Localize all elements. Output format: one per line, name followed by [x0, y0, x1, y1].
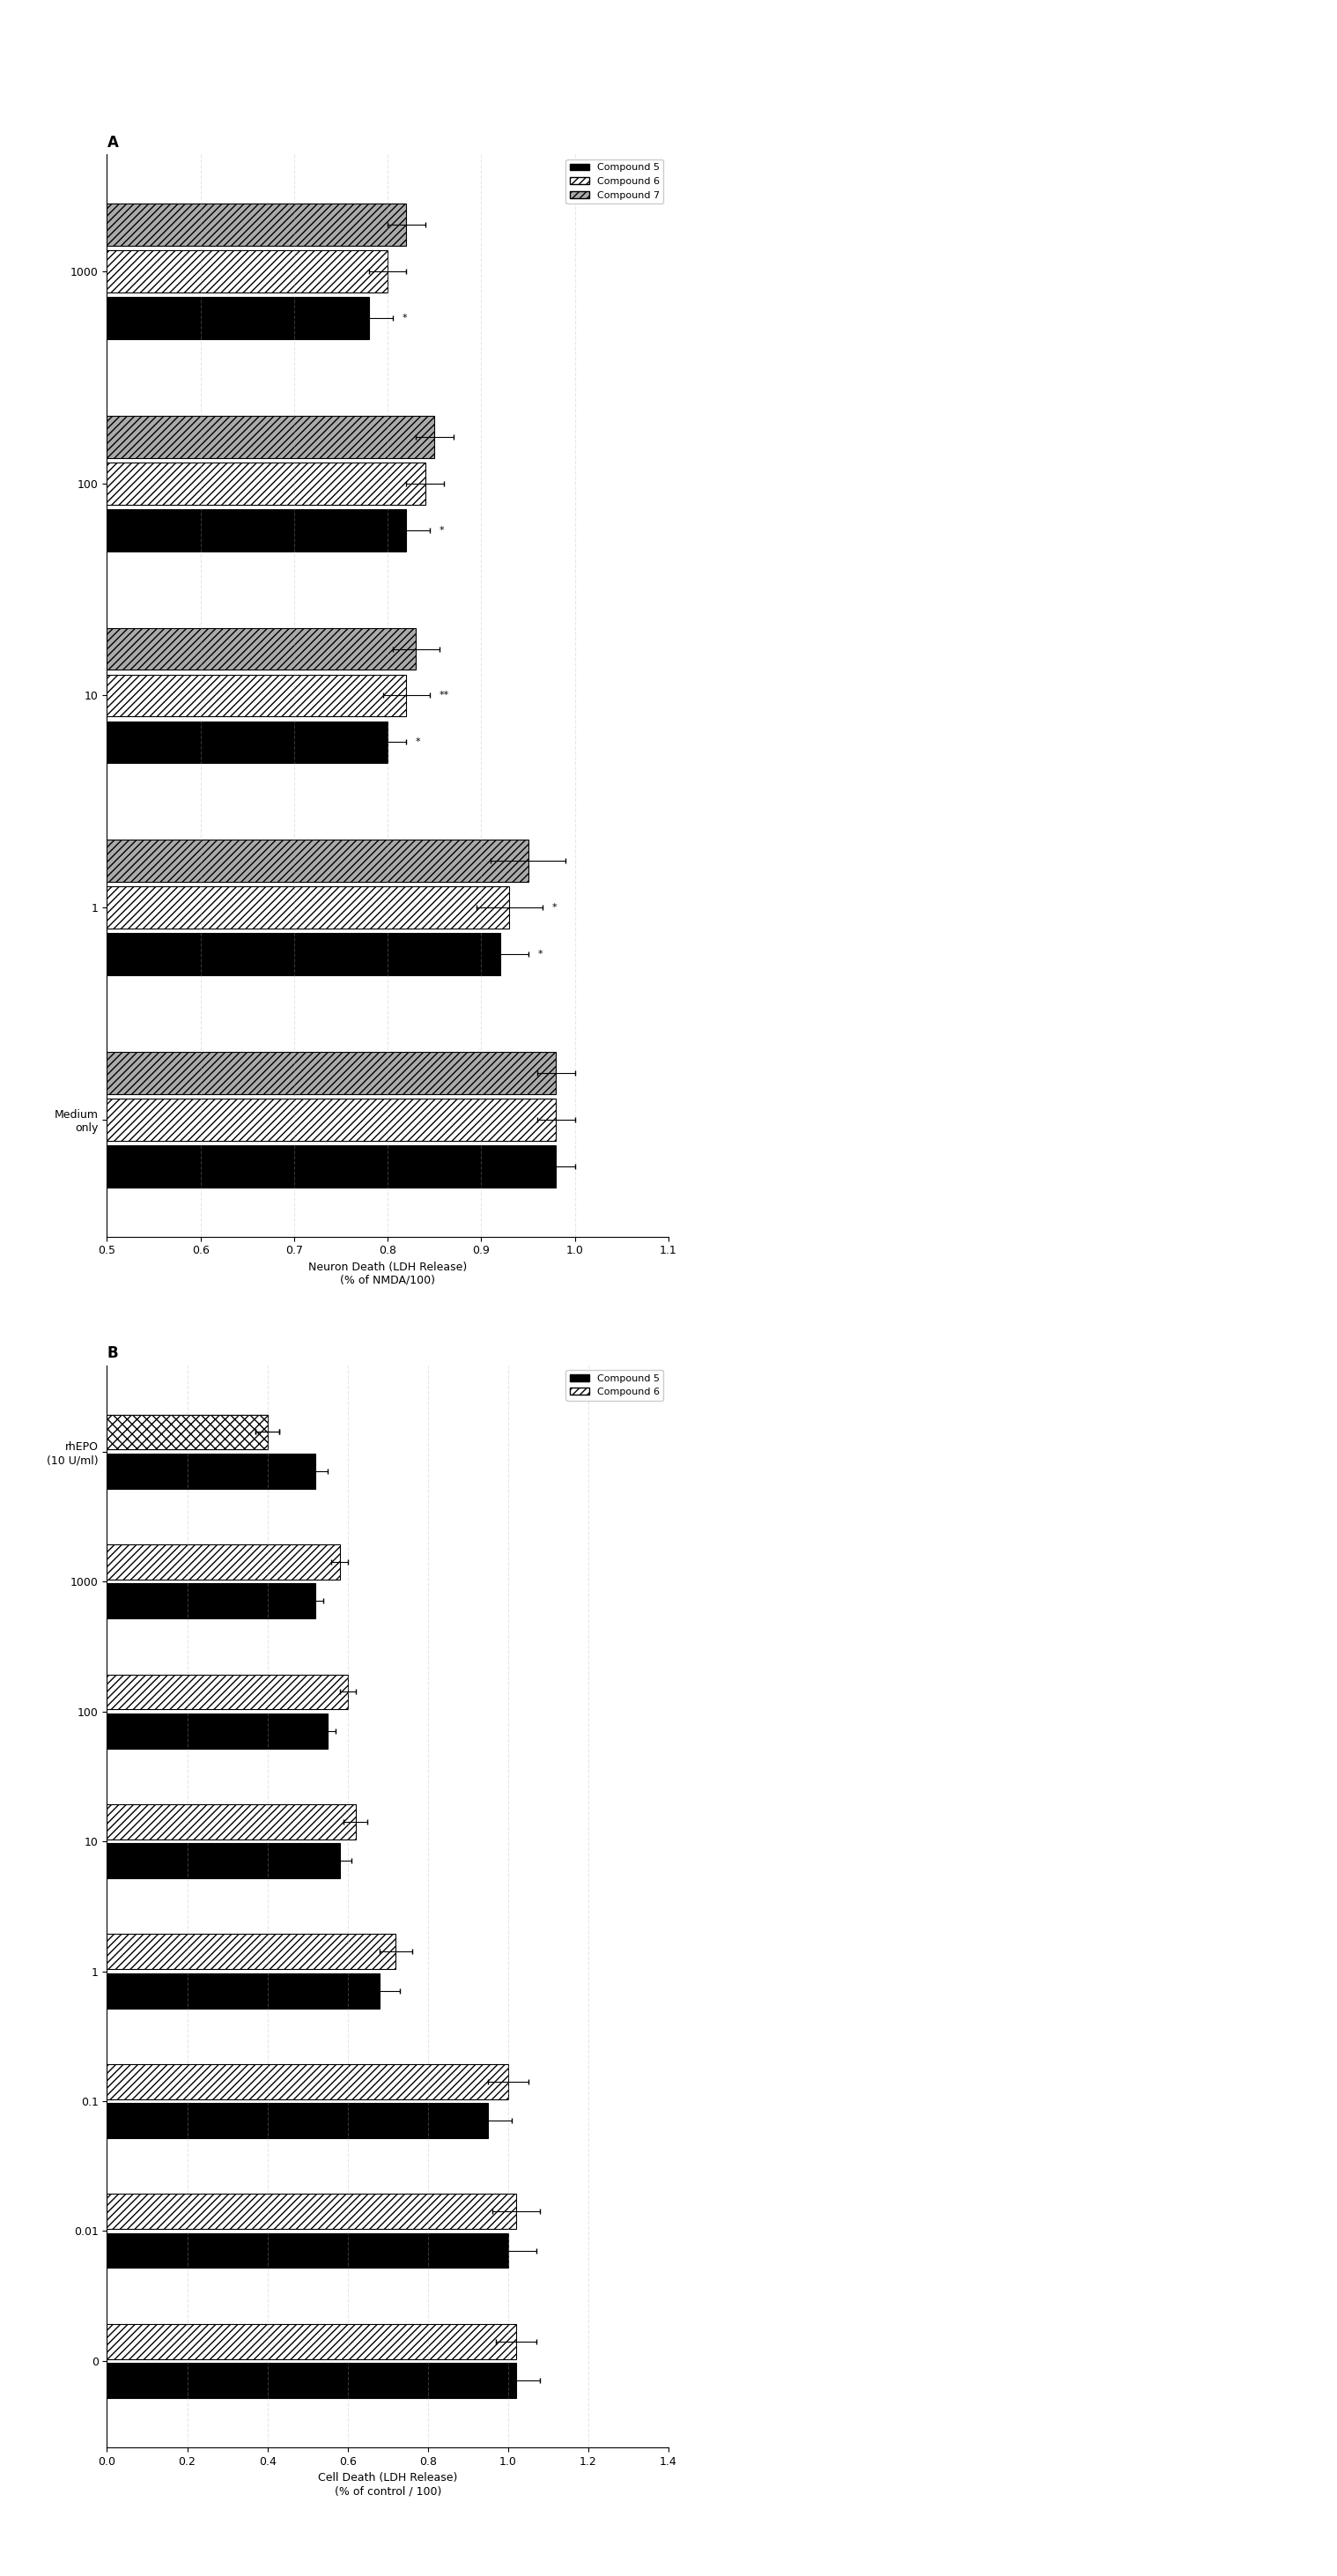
Bar: [0, 886, 509, 927]
Bar: [107, 2362, 516, 2398]
Bar: [107, 1803, 356, 1839]
Text: *: *: [439, 526, 444, 533]
Bar: [107, 1414, 267, 1450]
X-axis label: Cell Death (LDH Release)
(% of control / 100): Cell Death (LDH Release) (% of control /…: [318, 2473, 457, 2496]
Bar: [0, 721, 388, 762]
Text: *: *: [537, 951, 543, 958]
Bar: [0, 415, 435, 459]
Bar: [0, 1097, 556, 1141]
Bar: [0, 296, 369, 340]
Bar: [0, 840, 528, 881]
Bar: [107, 1453, 316, 1489]
Bar: [0, 250, 388, 294]
Bar: [0, 510, 406, 551]
Bar: [0, 464, 425, 505]
Bar: [107, 1674, 348, 1710]
Text: A: A: [107, 134, 118, 152]
Bar: [0, 629, 416, 670]
Legend: Compound 5, Compound 6, Compound 7: Compound 5, Compound 6, Compound 7: [566, 160, 663, 204]
X-axis label: Neuron Death (LDH Release)
(% of NMDA/100): Neuron Death (LDH Release) (% of NMDA/10…: [309, 1262, 467, 1285]
Bar: [107, 2063, 508, 2099]
Text: **: **: [439, 690, 449, 701]
Text: *: *: [402, 314, 406, 322]
Bar: [0, 1051, 556, 1095]
Bar: [107, 1414, 267, 1450]
Bar: [107, 2195, 516, 2228]
Legend: Compound 5, Compound 6: Compound 5, Compound 6: [566, 1370, 663, 1401]
Bar: [0, 204, 406, 245]
Text: *: *: [552, 904, 556, 912]
Text: *: *: [416, 737, 421, 747]
Bar: [107, 1935, 396, 1968]
Bar: [107, 2102, 488, 2138]
Bar: [107, 1973, 380, 2009]
Bar: [107, 1546, 340, 1579]
Bar: [0, 675, 406, 716]
Bar: [107, 2233, 508, 2267]
Bar: [107, 1844, 340, 1878]
Bar: [0, 1146, 556, 1188]
Bar: [107, 1713, 328, 1749]
Bar: [107, 1584, 316, 1618]
Bar: [107, 2324, 516, 2360]
Text: B: B: [107, 1345, 118, 1363]
Bar: [0, 933, 500, 976]
Text: Compound Concentration (nM): Compound Concentration (nM): [303, 1365, 472, 1378]
